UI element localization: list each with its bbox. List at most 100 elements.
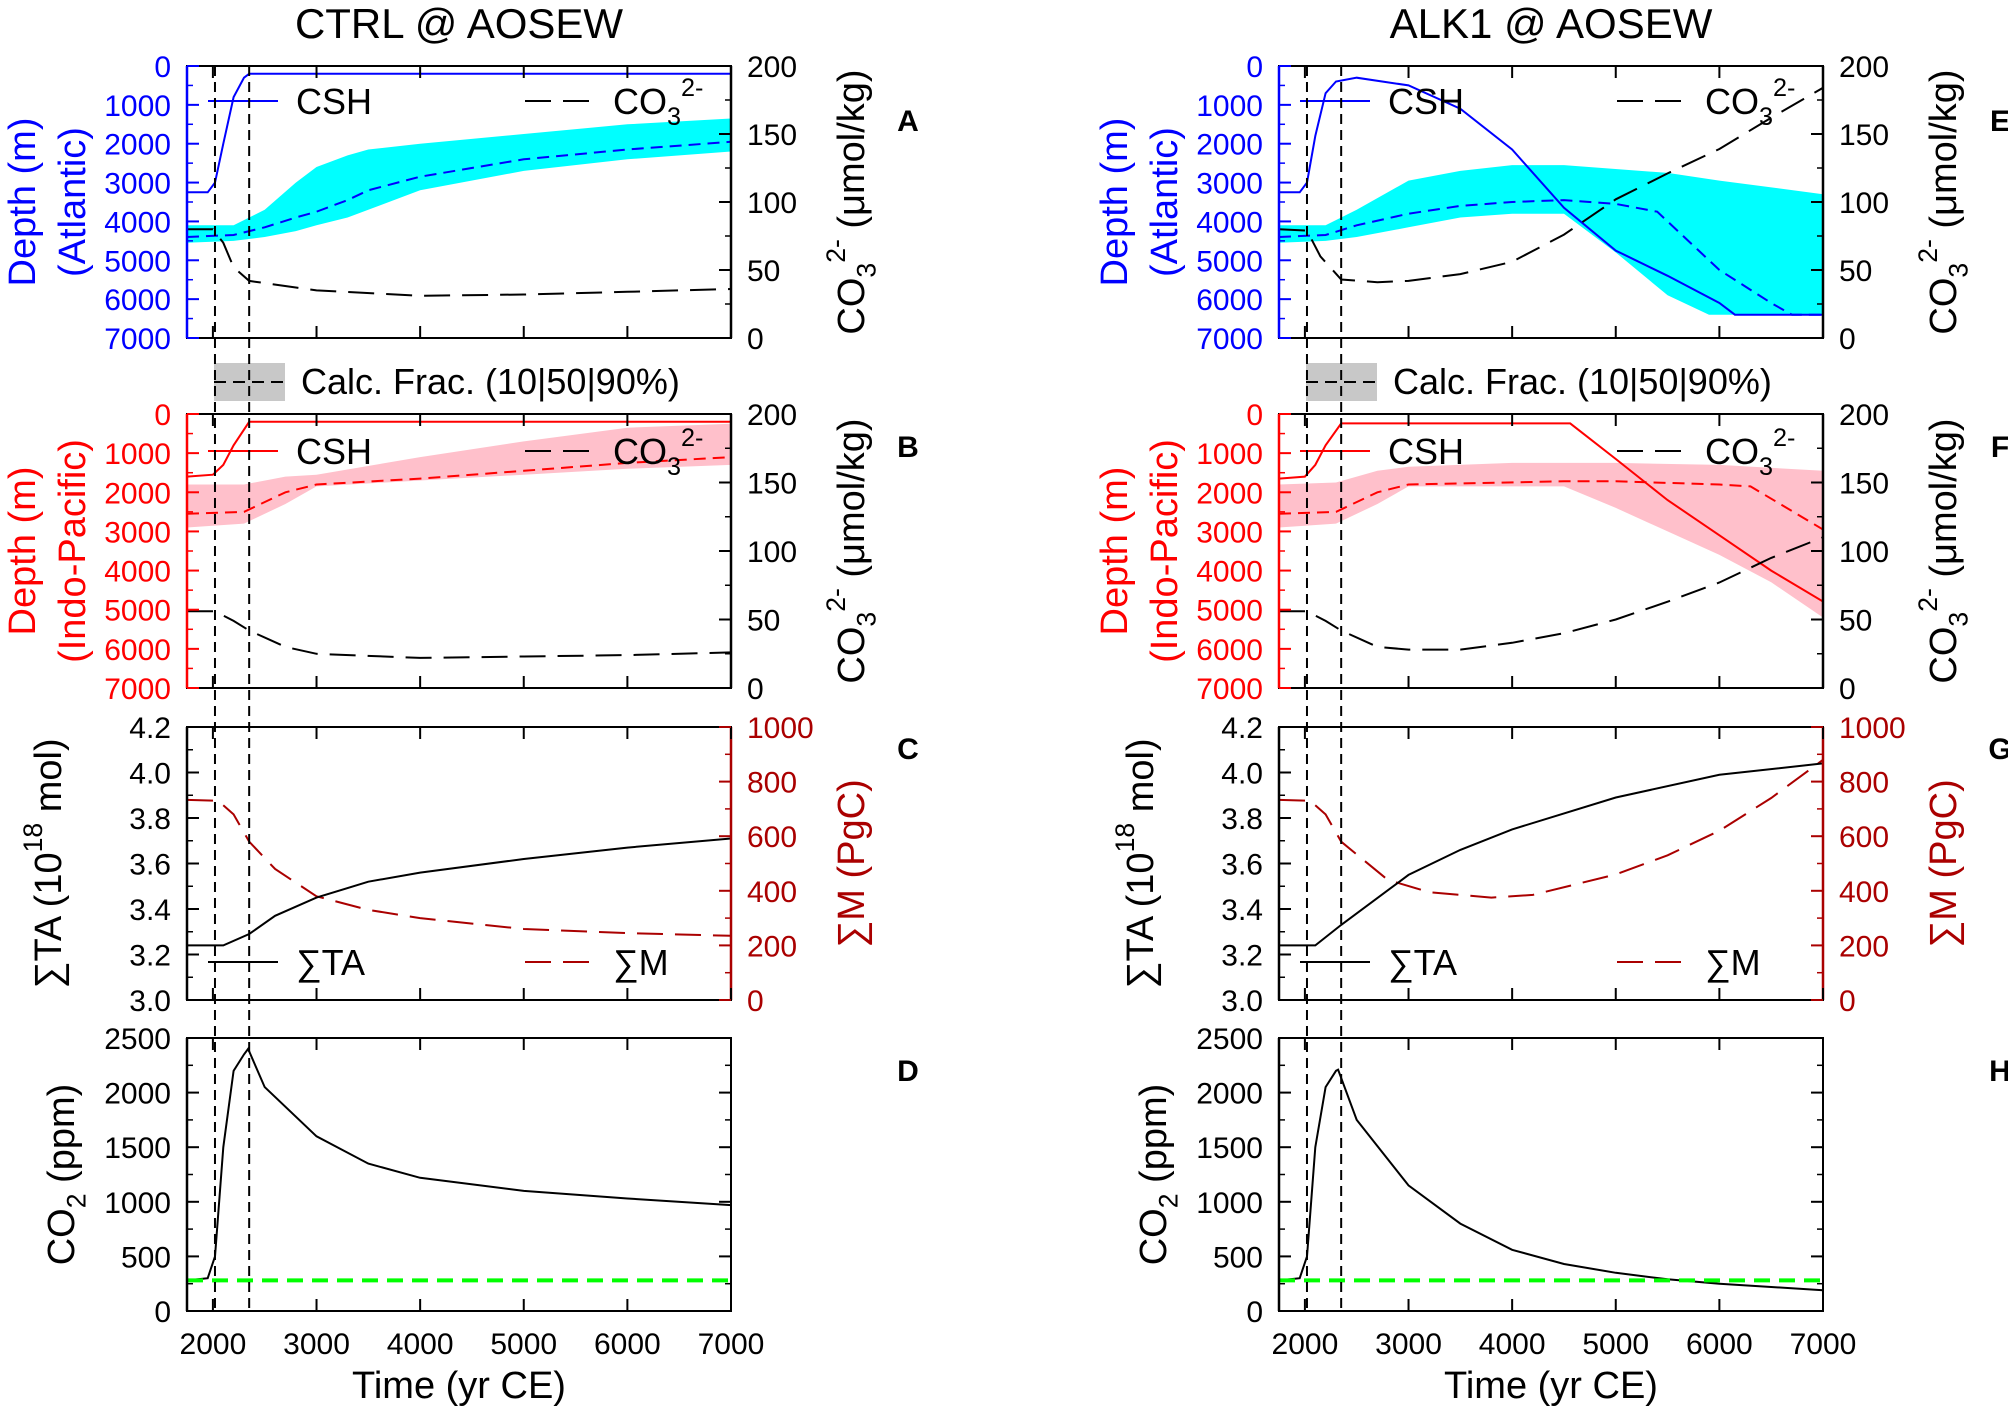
plot-area (1279, 758, 1823, 947)
x-axis-label: Time (yr CE) (1444, 1365, 1658, 1407)
legend-label-base: ∑TA (1388, 942, 1457, 983)
panel-H: 2000 3000 4000 5000 6000 7000 0 500 1000 1500 2000… (1133, 1023, 2008, 1361)
left-tick-label: 5000 (104, 595, 171, 628)
legend-label: CSH (1388, 431, 1464, 472)
right-tick-label: 200 (747, 399, 797, 432)
right-axis-label-base: CO (831, 278, 873, 335)
right-tick-label: 100 (1839, 536, 1889, 569)
right-tick-label: 200 (747, 930, 797, 963)
left-tick-label: 0 (1246, 1296, 1263, 1329)
right-axis-label-rest: (μmol/kg) (831, 69, 873, 239)
right-tick-label: 0 (1839, 323, 1856, 356)
x-tick-label: 2000 (1272, 1328, 1339, 1361)
left-tick-label: 3000 (1196, 516, 1263, 549)
left-axis-label: Depth (m) (2, 467, 44, 636)
legend-item: ∑TA (208, 942, 365, 983)
left-tick-label: 4.2 (129, 712, 171, 745)
legend-label-base: CO (613, 431, 667, 472)
right-tick-label: 150 (1839, 468, 1889, 501)
right-axis-label-sup: 2- (821, 239, 851, 263)
right-axis-label: ∑M (PgC) (831, 779, 873, 948)
left-tick-label: 500 (121, 1241, 171, 1274)
left-tick-label: 3.0 (1221, 985, 1263, 1018)
right-tick-label: 100 (747, 536, 797, 569)
series-line (187, 456, 731, 515)
right-axis-label-sup: 2- (821, 588, 851, 612)
right-tick-label: 50 (747, 605, 780, 638)
legend-label: ∑TA (296, 942, 365, 983)
x-tick-label: 5000 (1582, 1328, 1649, 1361)
panel-C: 3.0 3.2 3.4 3.6 3.8 4.0 4.2 0 200 400 600 800 1000 ∑T… (18, 712, 919, 1018)
right-tick-label: 400 (1839, 876, 1889, 909)
left-tick-label: 6000 (1196, 634, 1263, 667)
right-axis-label-rest: (μmol/kg) (1923, 418, 1965, 588)
right-tick-label: 200 (1839, 399, 1889, 432)
right-axis-label-base: CO (1923, 278, 1965, 335)
legend-item: ∑M (1617, 942, 1761, 983)
legend-label-base: CSH (1388, 81, 1464, 122)
left-axis-label: (Indo-Pacific) (52, 439, 94, 663)
left-tick-label: 4000 (104, 556, 171, 589)
left-axis-label-sup: 18 (18, 823, 48, 853)
left-tick-label: 6000 (104, 634, 171, 667)
plot-area (1279, 422, 1823, 651)
left-tick-label: 4.2 (1221, 712, 1263, 745)
right-axis-label-sub: 3 (1943, 612, 1973, 627)
series-line (187, 140, 731, 238)
calc-frac-legend: Calc. Frac. (10|50|90%) (214, 361, 680, 402)
x-tick-label: 3000 (1375, 1328, 1442, 1361)
left-tick-label: 5000 (1196, 595, 1263, 628)
x-tick-label: 4000 (387, 1328, 454, 1361)
left-axis-label-base: ∑TA (10 (1120, 852, 1162, 988)
left-axis-label-rest: mol) (28, 738, 70, 822)
left-axis-label-rest: (ppm) (1133, 1084, 1175, 1194)
legend-label: CSH (296, 81, 372, 122)
series-line (187, 610, 731, 659)
left-tick-label: 1000 (1196, 90, 1263, 123)
left-tick-label: 3000 (104, 516, 171, 549)
plot-frame (1278, 1037, 1824, 1312)
right-axis-label: CO32- (μmol/kg) (821, 418, 881, 683)
left-axis-label: ∑TA (1018 mol) (18, 738, 70, 988)
series-line (187, 1046, 731, 1282)
plot-area (187, 1046, 731, 1283)
left-axis-label: Depth (m) (2, 118, 44, 287)
right-axis-label: CO32- (μmol/kg) (821, 69, 881, 334)
right-tick-label: 200 (747, 51, 797, 84)
right-axis-label-base: CO (831, 627, 873, 684)
left-tick-label: 6000 (104, 284, 171, 317)
right-axis-label: CO32- (μmol/kg) (1913, 418, 1973, 683)
legend-label-sub: 3 (667, 103, 681, 131)
left-tick-label: 1000 (1196, 1187, 1263, 1220)
right-tick-label: 0 (747, 673, 764, 706)
plot-frame (186, 1037, 732, 1312)
left-tick-label: 4000 (1196, 556, 1263, 589)
right-axis-label: ∑M (PgC) (1923, 779, 1965, 948)
right-tick-label: 1000 (747, 712, 814, 745)
left-tick-label: 2000 (104, 477, 171, 510)
legend-label-base: CO (613, 81, 667, 122)
left-axis-label: ∑TA (1018 mol) (1110, 738, 1162, 988)
left-tick-label: 1000 (1196, 438, 1263, 471)
left-axis-label-rest: mol) (1120, 738, 1162, 822)
left-tick-label: 3.6 (1221, 849, 1263, 882)
plot-area (1279, 1068, 1823, 1292)
right-axis-label-rest: (μmol/kg) (831, 418, 873, 588)
left-tick-label: 0 (154, 51, 171, 84)
right-tick-label: 0 (1839, 985, 1856, 1018)
legend-label-sub: 3 (1759, 453, 1773, 481)
left-tick-label: 4000 (104, 206, 171, 239)
legend-label-sup: 2- (681, 74, 703, 102)
left-axis-label-base: CO (1133, 1208, 1175, 1265)
panel-D: 2000 3000 4000 5000 6000 7000 0 500 1000 1500 2000… (41, 1023, 919, 1361)
right-axis-label-base: CO (1923, 627, 1965, 684)
legend-item: CSH (1300, 431, 1464, 472)
right-tick-label: 150 (1839, 119, 1889, 152)
series-line (1279, 762, 1823, 947)
panel-F: 0 1000 2000 3000 4000 5000 6000 7000 0 50 100 150 20… (1094, 399, 2008, 706)
calc-frac-band (1279, 165, 1823, 315)
right-axis-label-sub: 3 (851, 612, 881, 627)
legend-label-base: CO (1705, 81, 1759, 122)
legend-label-sup: 2- (681, 424, 703, 452)
